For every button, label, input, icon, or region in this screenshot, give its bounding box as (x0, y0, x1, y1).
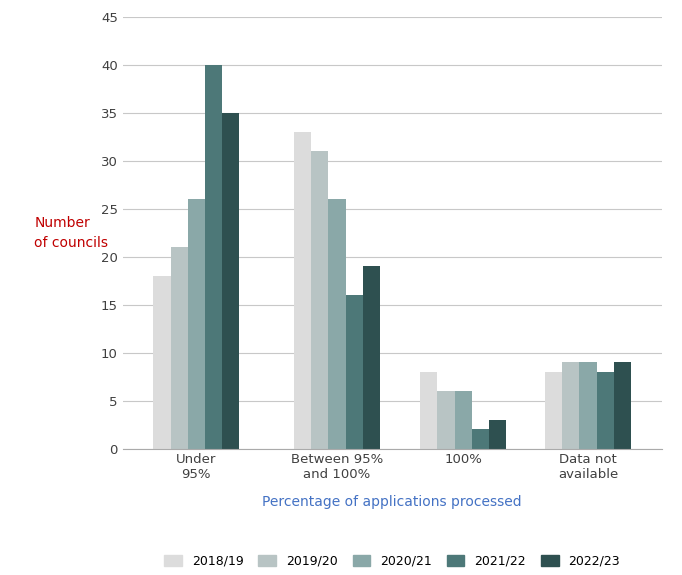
Y-axis label: Number
of councils: Number of councils (34, 216, 108, 250)
Bar (420, 372, 437, 449)
Bar (455, 391, 472, 448)
Bar (437, 391, 455, 448)
Bar (205, 65, 222, 449)
Bar (545, 372, 563, 449)
Bar (472, 430, 489, 448)
Bar (580, 362, 597, 448)
Bar (489, 420, 506, 448)
Legend: 2018/19, 2019/20, 2020/21, 2021/22, 2022/23: 2018/19, 2019/20, 2020/21, 2021/22, 2022… (159, 550, 625, 573)
Bar (294, 132, 311, 448)
Bar (188, 200, 205, 448)
Bar (346, 295, 363, 448)
Bar (329, 200, 346, 448)
Bar (311, 151, 329, 448)
Bar (222, 113, 239, 448)
Bar (614, 362, 631, 448)
X-axis label: Percentage of applications processed: Percentage of applications processed (263, 495, 522, 509)
Bar (363, 266, 380, 448)
Bar (563, 362, 580, 448)
Bar (170, 247, 188, 448)
Bar (597, 372, 614, 449)
Bar (153, 276, 170, 448)
